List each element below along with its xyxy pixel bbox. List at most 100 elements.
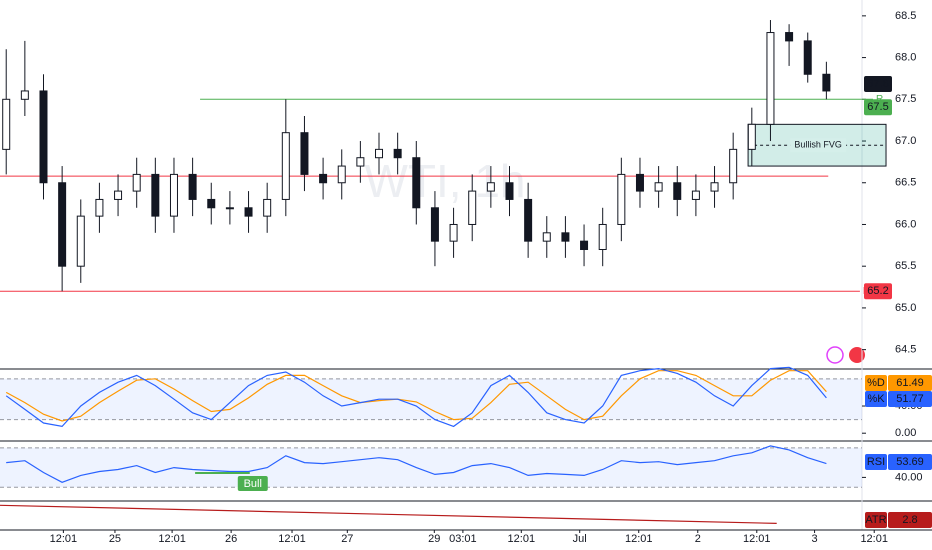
candle-body (39, 90, 48, 184)
y-tick-label: 64.5 (895, 344, 916, 356)
x-tick-label: 27 (341, 533, 353, 545)
indicator-band (0, 378, 862, 420)
series-line (5, 366, 827, 428)
last-price-tag-bg (864, 75, 892, 92)
candle-body (561, 232, 570, 242)
candle-body (114, 190, 123, 200)
watermark: WTI, 1h (364, 155, 525, 207)
candle-body (691, 190, 700, 200)
icon[interactable] (826, 346, 844, 364)
x-tick-label: 12:01 (860, 533, 888, 545)
x-tick-label: 03:01 (449, 533, 477, 545)
candle-body (132, 173, 141, 192)
legend-name: ATR (865, 514, 886, 526)
candle-body (486, 182, 495, 192)
y-tick-label: 40.00 (895, 471, 923, 483)
candle-body (76, 215, 85, 267)
icon[interactable] (849, 347, 865, 363)
last-value: 2.8 (902, 514, 917, 526)
price-tag: 67.5 (867, 101, 888, 113)
candle-body (635, 173, 644, 192)
candle-body (263, 198, 272, 217)
legend-name: %D (867, 377, 885, 389)
candle-body (188, 173, 197, 200)
last-value: 61.49 (896, 377, 924, 389)
x-tick-label: 26 (225, 533, 237, 545)
last-value-bg (888, 512, 932, 528)
last-price-tag: 67.6 (867, 78, 888, 90)
annotation-bg (237, 475, 268, 491)
candle-body (803, 40, 812, 75)
y-tick-label: 65.5 (895, 260, 916, 272)
x-tick-label: 12:01 (278, 533, 306, 545)
candle-body (710, 182, 719, 192)
series-line (6, 445, 827, 483)
legend-name-bg (865, 391, 887, 407)
candle-body (356, 157, 365, 167)
legend-name: %K (867, 393, 885, 405)
series-line (0, 504, 777, 524)
x-tick-label: 12:01 (625, 533, 653, 545)
x-tick-label: 29 (428, 533, 440, 545)
fvg-label: Bullish FVG (794, 140, 842, 150)
candle-body (319, 173, 328, 184)
candle-body (20, 90, 29, 100)
y-tick-label: 67.0 (895, 135, 916, 147)
last-value-bg (888, 454, 932, 470)
y-tick-label: 65.0 (895, 302, 916, 314)
candle-body (412, 157, 421, 209)
legend-name-bg (865, 512, 887, 528)
candle-body (151, 173, 160, 217)
candle-body (393, 148, 402, 159)
last-value-bg (888, 375, 932, 391)
fvg-label-bg (790, 138, 847, 153)
x-tick-label: 3 (812, 533, 818, 545)
candle-body (468, 190, 477, 225)
candle-body (822, 73, 831, 92)
candle-body (729, 148, 738, 184)
candle-body (300, 132, 309, 175)
series-line (5, 370, 827, 422)
y-tick-label: 68.5 (895, 10, 916, 22)
x-tick-label: 25 (109, 533, 121, 545)
candle-body (673, 182, 682, 200)
candle-body (766, 32, 775, 125)
y-tick-label: 67.5 (895, 93, 916, 105)
candle-body (375, 148, 384, 159)
candle-body (598, 223, 607, 251)
toolbar-icons (826, 346, 865, 364)
price-tag: 65.2 (867, 285, 888, 297)
candle-body (244, 207, 253, 217)
x-tick-label: 2 (695, 533, 701, 545)
candle-body (747, 123, 756, 150)
candle-body (225, 207, 234, 210)
last-value-bg (888, 391, 932, 407)
candle-body (337, 165, 346, 184)
candle-body (430, 207, 439, 242)
candle-body (785, 32, 794, 42)
candle-body (524, 198, 533, 242)
last-value: 51.77 (896, 393, 924, 405)
x-tick-label: 12:01 (743, 533, 771, 545)
x-tick-label: 12:01 (50, 533, 78, 545)
legend-name: RSI (867, 456, 885, 468)
legend-name-bg (865, 454, 887, 470)
candle-body (2, 98, 11, 150)
last-value: 53.69 (896, 456, 924, 468)
candle-body (95, 198, 104, 217)
y-tick-label: 66.0 (895, 218, 916, 230)
candle-body (58, 182, 67, 267)
candle-body (207, 198, 216, 209)
y-tick-label: 68.0 (895, 51, 916, 63)
price-tag-bg (864, 99, 892, 116)
candle-body (505, 182, 514, 200)
x-tick-label: Jul (573, 533, 587, 545)
price-tag-bg (864, 283, 892, 300)
candle-body (542, 232, 551, 242)
x-tick-label: 12:01 (158, 533, 186, 545)
candle-body (169, 173, 178, 217)
candle-body (617, 173, 626, 225)
candle-body (654, 182, 663, 192)
